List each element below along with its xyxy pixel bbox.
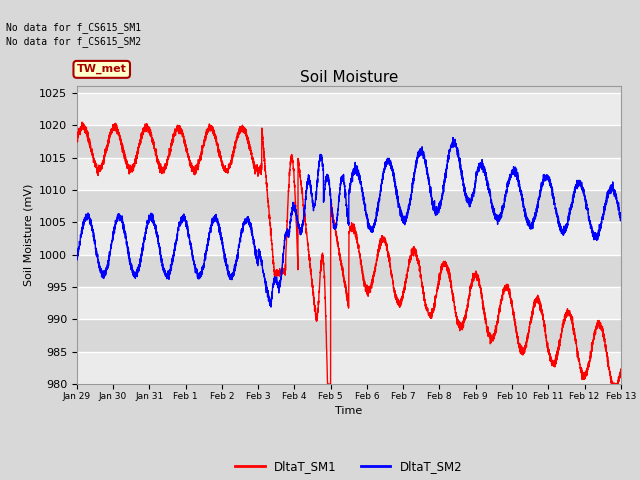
Bar [77, 254, 621, 287]
Text: No data for f_CS615_SM1: No data for f_CS615_SM1 [6, 22, 141, 33]
Bar [77, 93, 621, 125]
Bar [77, 125, 621, 157]
Bar [77, 190, 621, 222]
Text: No data for f_CS615_SM2: No data for f_CS615_SM2 [6, 36, 141, 47]
Bar [77, 157, 621, 190]
Text: TW_met: TW_met [77, 64, 127, 74]
Bar [77, 319, 621, 352]
Title: Soil Moisture: Soil Moisture [300, 70, 398, 85]
Legend: DltaT_SM1, DltaT_SM2: DltaT_SM1, DltaT_SM2 [230, 456, 467, 478]
Y-axis label: Soil Moisture (mV): Soil Moisture (mV) [24, 184, 33, 287]
Bar [77, 352, 621, 384]
Bar [77, 287, 621, 319]
X-axis label: Time: Time [335, 406, 362, 416]
Bar [77, 222, 621, 254]
